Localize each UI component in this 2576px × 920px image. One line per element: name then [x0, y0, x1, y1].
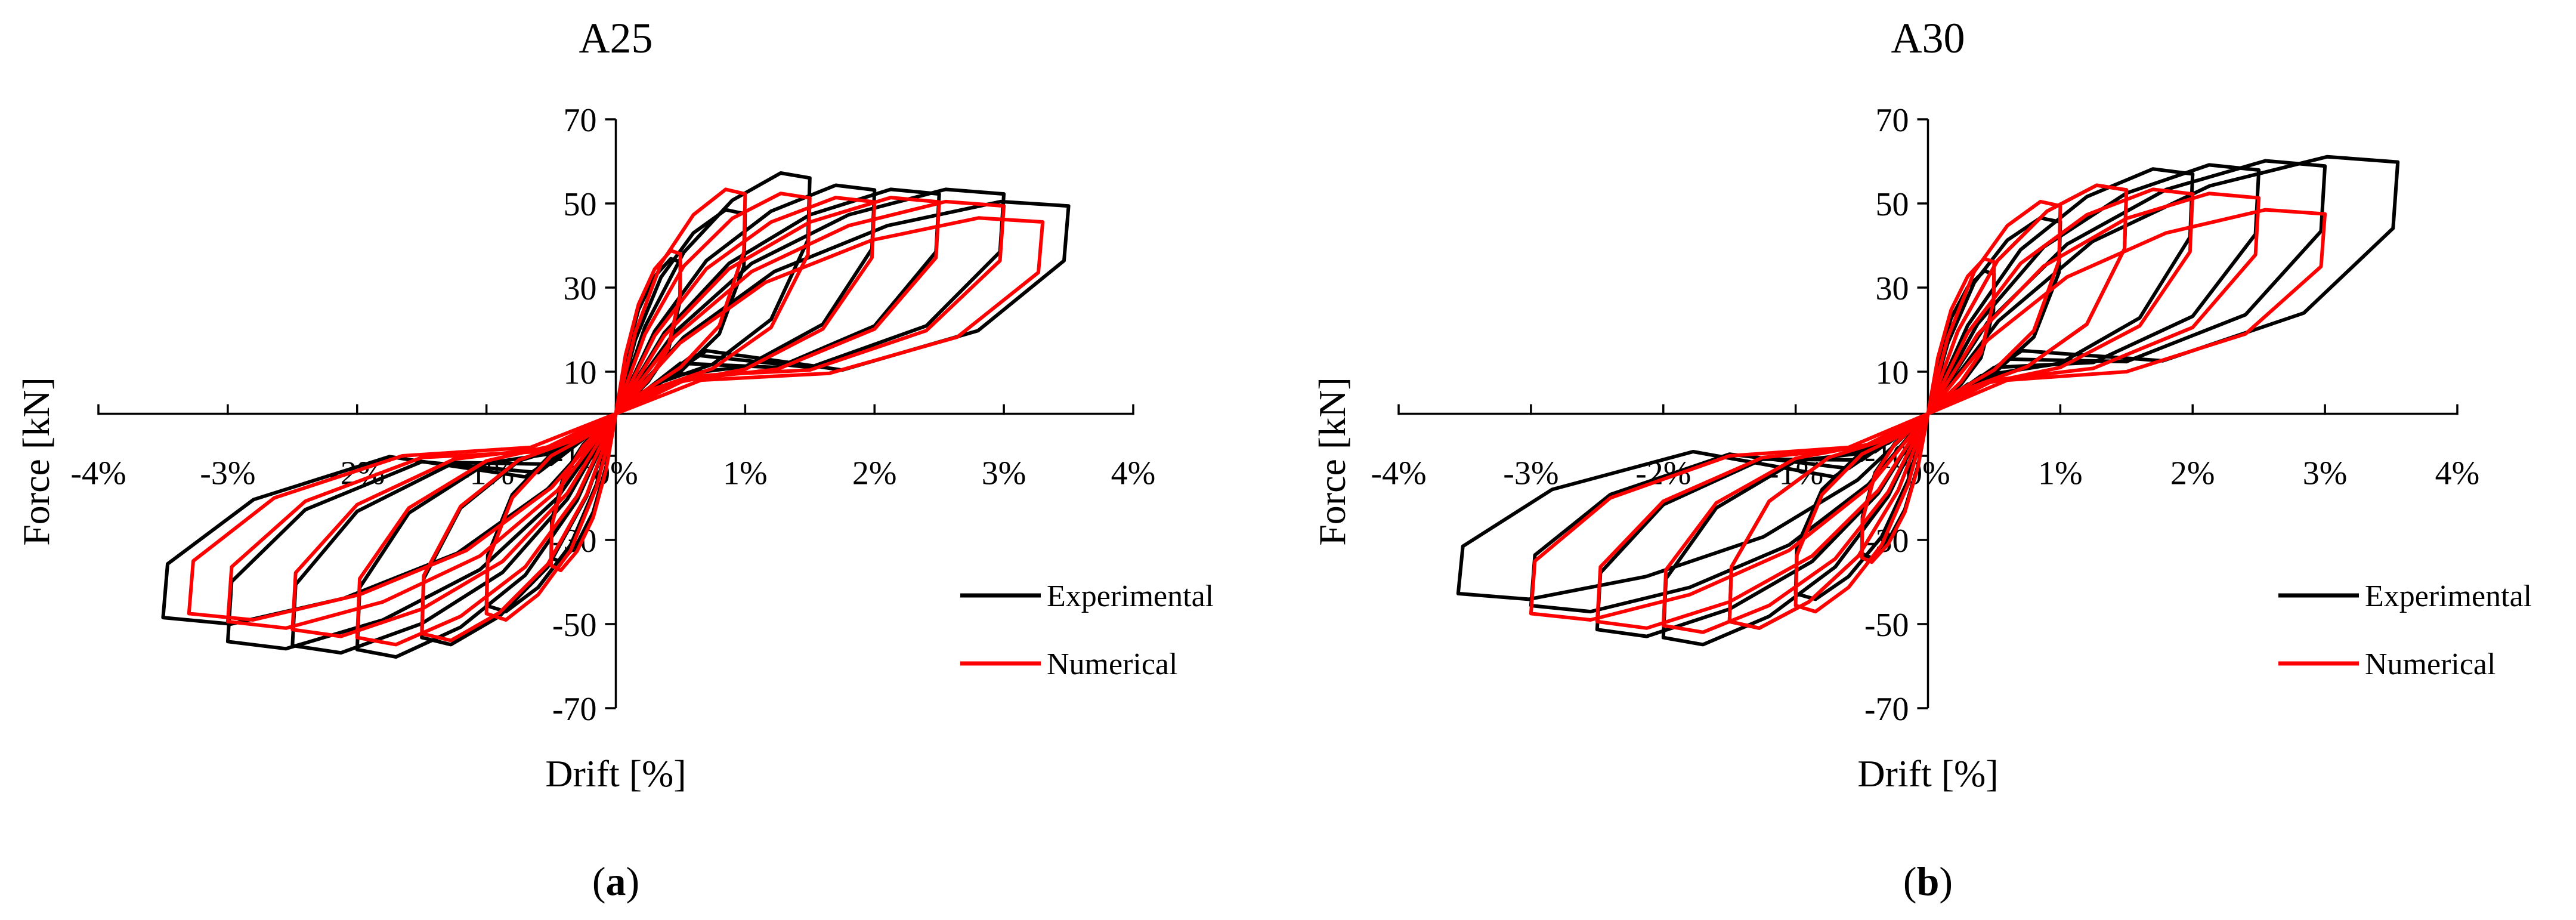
x-axis-label: Drift [%] — [1857, 752, 1998, 795]
x-tick-label: 2% — [2170, 455, 2215, 492]
y-tick-label: 70 — [1876, 102, 1909, 139]
x-tick-label: 2% — [852, 455, 897, 492]
x-tick-label: 4% — [1111, 455, 1156, 492]
legend-label: Experimental — [2365, 579, 2532, 613]
panel-label: (b) — [1903, 859, 1953, 904]
x-tick-label: -3% — [200, 455, 255, 492]
y-tick-label: 10 — [1876, 354, 1909, 391]
y-axis-label: Force [kN] — [15, 377, 57, 546]
chart-panel-a: A25-4% -3% -2% -1% 0% 1% 2% 3% 4%70503010-10-30-… — [15, 14, 1214, 904]
x-tick-label: 3% — [2303, 455, 2348, 492]
y-tick-label: 50 — [564, 186, 597, 223]
y-tick-label: 10 — [564, 354, 597, 391]
series-numerical — [1529, 183, 2327, 634]
panel-label: (a) — [592, 859, 639, 904]
y-tick-label: -70 — [552, 691, 597, 728]
x-tick-label: -4% — [70, 455, 126, 492]
chart-panel-b: A30-4% -3% -2% -1% 0% 1% 2% 3% 4%70503010-10-30-… — [1311, 14, 2532, 904]
legend-label: Experimental — [1047, 579, 1214, 613]
y-axis-label: Force [kN] — [1311, 377, 1353, 546]
x-tick-label: -4% — [1371, 455, 1426, 492]
x-tick-label: -3% — [1503, 455, 1558, 492]
x-tick-label: 3% — [982, 455, 1026, 492]
legend-label: Numerical — [1047, 647, 1177, 681]
chart-title: A30 — [1891, 14, 1965, 62]
hysteresis-loop-numerical — [187, 216, 1045, 622]
x-tick-label: 1% — [2038, 455, 2083, 492]
series-numerical — [187, 187, 1045, 647]
y-tick-label: 50 — [1876, 186, 1909, 223]
y-tick-label: -50 — [1864, 607, 1909, 644]
chart-title: A25 — [579, 14, 653, 62]
y-tick-label: 70 — [564, 102, 597, 139]
legend-label: Numerical — [2365, 647, 2495, 681]
x-tick-label: 4% — [2435, 455, 2480, 492]
x-tick-label: 1% — [723, 455, 768, 492]
y-tick-label: 30 — [564, 270, 597, 307]
hysteresis-loop-numerical — [1529, 208, 2327, 622]
y-tick-label: 30 — [1876, 270, 1909, 307]
y-tick-label: -50 — [552, 607, 597, 644]
x-axis-label: Drift [%] — [545, 752, 686, 795]
y-tick-label: -70 — [1864, 691, 1909, 728]
